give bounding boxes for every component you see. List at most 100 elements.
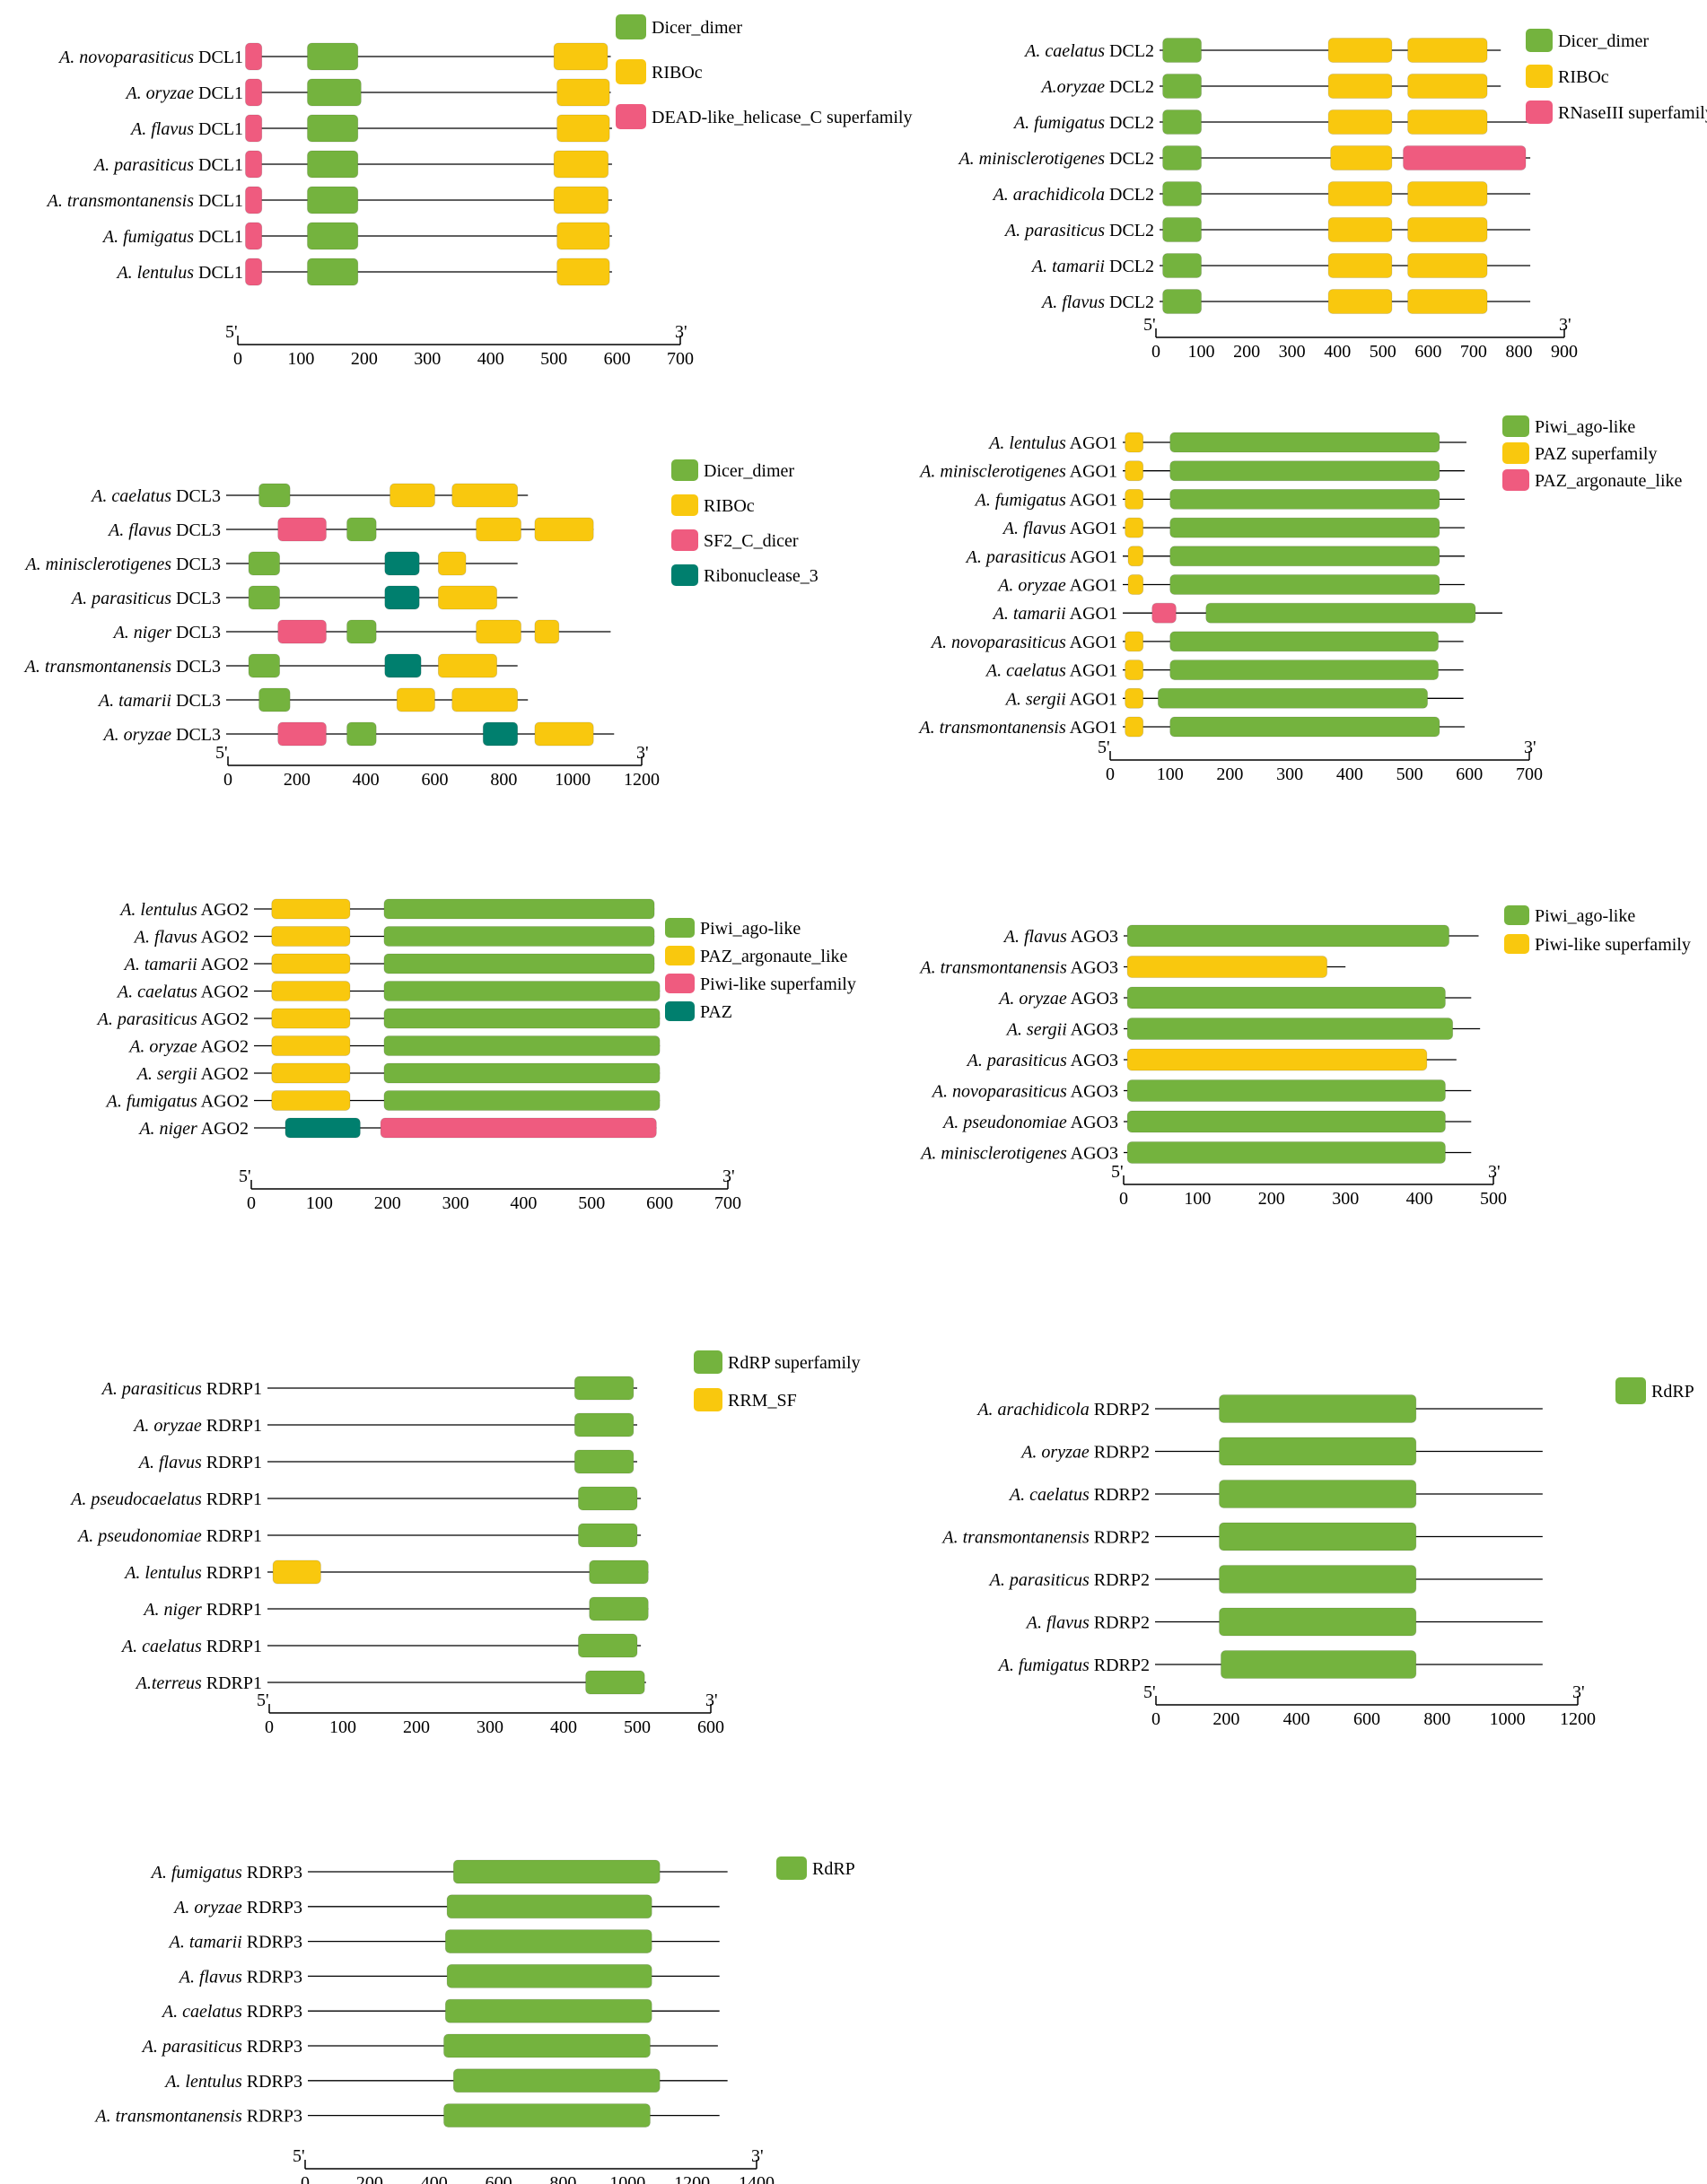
domain-riboc — [1330, 145, 1393, 170]
domain-paz-superfamily — [1125, 687, 1144, 709]
protein-label: A. fumigatus AGO2 — [105, 1092, 249, 1112]
domain-dead-like-helicase-c-superfamily — [245, 42, 263, 71]
domain-piwi-like-superfamily — [1126, 1048, 1428, 1071]
axis-tick-label: 800 — [1423, 1709, 1450, 1729]
five-prime-label: 5' — [1111, 1162, 1124, 1182]
axis-tick-label: 400 — [1406, 1189, 1433, 1209]
protein-label: A. pseudonomiae RDRP1 — [76, 1526, 262, 1546]
species-name: A. parasiticus — [70, 589, 171, 608]
legend-swatch — [1502, 442, 1529, 464]
gene-name: AGO1 — [1070, 604, 1117, 624]
gene-name: AGO3 — [1071, 1051, 1118, 1070]
gene-name: RDRP1 — [206, 1563, 262, 1583]
axis-tick-label: 700 — [667, 349, 694, 369]
domain-riboc — [556, 114, 610, 143]
domain-rdrp — [443, 2103, 651, 2128]
axis-tick-label: 600 — [697, 1717, 724, 1737]
domain-rdrp — [1219, 1607, 1417, 1637]
three-prime-label: 3' — [1488, 1162, 1501, 1182]
domain-riboc — [556, 258, 610, 286]
species-name: A. flavus — [1040, 293, 1105, 312]
species-name: A. parasiticus — [965, 547, 1066, 567]
domain-piwi-ago-like — [1169, 660, 1439, 680]
domain-dicer-dimer — [307, 150, 359, 179]
gene-name: RDRP3 — [247, 1863, 302, 1883]
gene-name: AGO1 — [1070, 689, 1117, 709]
species-name: A. fumigatus — [150, 1863, 242, 1883]
domain-rdrp — [444, 1998, 652, 2023]
species-name: A. novoparasiticus — [930, 633, 1066, 652]
species-name: A. flavus — [1025, 1613, 1090, 1633]
axis-tick-label: 600 — [422, 770, 449, 790]
species-name: A. transmontanensis — [941, 1528, 1090, 1548]
axis-tick-label: 100 — [1188, 342, 1215, 362]
three-prime-label: 3' — [1524, 738, 1536, 757]
domain-riboc — [553, 186, 609, 214]
protein-label: A. sergii AGO2 — [136, 1064, 249, 1084]
three-prime-label: 3' — [636, 743, 649, 763]
axis-tick-label: 600 — [646, 1193, 673, 1213]
domain-rdrp — [1221, 1650, 1417, 1679]
protein-row: A. minisclerotigenes AGO1 — [918, 460, 1465, 482]
protein-row: A. fumigatus AGO1 — [974, 489, 1465, 510]
domain-paz-argonaute-like — [271, 926, 351, 947]
legend-swatch — [1502, 469, 1529, 491]
protein-row: A. transmontanensis RDRP3 — [93, 2103, 720, 2128]
protein-row: A. transmontanensis RDRP2 — [941, 1522, 1543, 1551]
domain-sf2-c-dicer — [277, 619, 327, 644]
species-name: A. oryzae — [101, 725, 171, 745]
protein-row: A. novoparasiticus AGO3 — [931, 1079, 1472, 1102]
legend-label: Piwi_ago-like — [1535, 906, 1635, 926]
legend: RdRP — [1615, 1377, 1694, 1404]
protein-row: A. parasiticus DCL1 — [92, 150, 612, 179]
species-name: A. parasiticus — [966, 1051, 1067, 1070]
protein-label: A. caelatus RDRP1 — [120, 1637, 262, 1656]
domain-paz-argonaute-like — [271, 1090, 351, 1111]
axis-tick-label: 300 — [477, 1717, 503, 1737]
protein-row: A. caelatus DCL2 — [1023, 38, 1501, 63]
species-name: A. parasiticus — [96, 1009, 197, 1029]
domain-rdrp-superfamily — [573, 1376, 635, 1401]
axis-tick-label: 200 — [351, 349, 378, 369]
species-name: A. transmontanensis — [918, 958, 1067, 978]
protein-label: A. flavus RDRP2 — [1025, 1613, 1150, 1633]
protein-row: A. parasiticus RDRP1 — [101, 1376, 637, 1401]
gene-name: DCL3 — [176, 657, 221, 677]
five-prime-label: 5' — [257, 1690, 269, 1710]
protein-label: A. sergii AGO1 — [1004, 689, 1117, 709]
domain-riboc — [556, 78, 610, 107]
protein-row: A. fumigatus DCL2 — [1012, 109, 1531, 135]
protein-label: A. minisclerotigenes DCL3 — [23, 555, 221, 574]
gene-name: DCL2 — [1109, 257, 1154, 276]
legend-swatch — [1526, 29, 1553, 52]
axis-tick-label: 800 — [490, 770, 517, 790]
domain-rdrp-superfamily — [578, 1486, 638, 1511]
legend-swatch — [776, 1856, 807, 1880]
species-name: A. minisclerotigenes — [957, 149, 1105, 169]
species-name: A. parasiticus — [988, 1570, 1090, 1590]
axis-tick-label: 0 — [247, 1193, 256, 1213]
domain-dicer-dimer — [307, 258, 359, 286]
domain-piwi-ago-like — [1126, 1110, 1446, 1133]
axis-tick-label: 600 — [604, 349, 631, 369]
protein-row: A. parasiticus AGO1 — [965, 546, 1465, 567]
domain-paz — [284, 1117, 361, 1139]
axis-tick-label: 300 — [1276, 764, 1303, 784]
domain-dicer-dimer — [248, 585, 281, 610]
legend-swatch — [616, 14, 646, 39]
species-name: A. niger — [142, 1600, 202, 1620]
species-name: A. parasiticus — [101, 1379, 202, 1399]
protein-label: A. pseudonomiae AGO3 — [941, 1113, 1118, 1132]
protein-label: A. parasiticus AGO3 — [966, 1051, 1118, 1070]
protein-row: A. sergii AGO3 — [1005, 1018, 1481, 1040]
protein-label: A. oryzae DCL3 — [101, 725, 221, 745]
domain-riboc — [1327, 74, 1393, 99]
domain-rdrp-superfamily — [578, 1523, 638, 1548]
domain-rdrp — [452, 1859, 661, 1884]
protein-row: A. lentulus DCL1 — [115, 258, 612, 286]
protein-label: A. flavus DCL2 — [1040, 293, 1154, 312]
